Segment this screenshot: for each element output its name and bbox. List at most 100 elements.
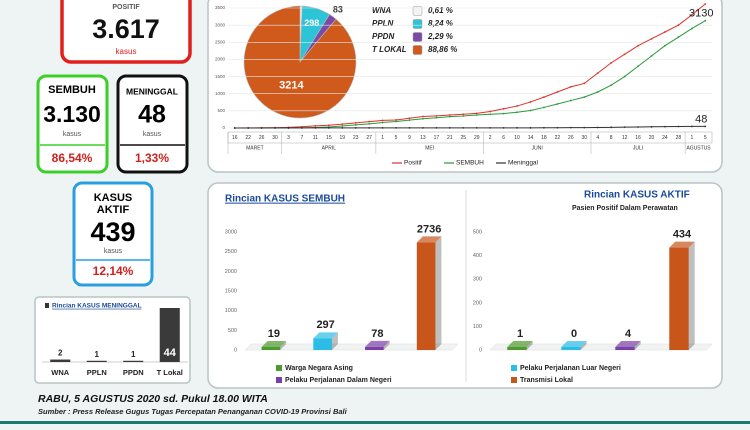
point [610,84,613,87]
y-tick-label: 2500 [215,39,226,44]
legend-swatch [412,19,423,29]
x-tick-label: 5 [395,135,398,141]
point [448,126,451,129]
point [489,126,492,129]
point [327,124,330,127]
point [354,121,357,124]
legend-label: Transmisi Lokal [520,377,573,384]
bar-top [561,341,587,347]
end-label: 3130 [689,8,713,20]
point [408,117,411,120]
y-tick-label: 1500 [215,74,226,79]
bar-front [365,346,384,350]
unit: kasus [143,131,162,138]
bar [669,241,695,350]
bar-side [688,241,695,350]
x-tick-label: 7 [301,135,304,141]
point [381,119,384,122]
legend-swatch [412,45,423,55]
x-tick-label: 9 [408,135,411,141]
source: Sumber : Press Release Gugus Tugas Perce… [38,407,348,416]
point [462,113,465,116]
footer-rule [0,421,750,424]
bar-front [669,247,689,350]
value-label: 1 [517,328,523,340]
point [610,126,613,129]
value-label: 19 [268,328,280,340]
month-label: APRIL [322,145,337,151]
percent: 1,33% [135,151,169,165]
point [623,75,626,78]
bar [86,360,107,362]
point [569,85,572,88]
bar-side [280,341,287,350]
x-tick-label: 21 [447,135,453,141]
point [408,126,411,129]
point [435,126,438,129]
y-tick-label: 2000 [215,57,226,62]
point [381,126,384,129]
point [368,122,371,125]
y-tick-label: 1000 [215,91,226,96]
point [704,19,707,22]
point [529,101,532,103]
point [704,3,707,5]
label: POSITIF [112,4,140,11]
x-tick-label: 26 [568,135,574,141]
x-tick-label: 24 [662,135,668,141]
point [596,72,599,75]
x-tick-label: 22 [555,135,561,141]
point [583,126,586,129]
point [664,125,666,128]
point [516,111,518,114]
legend-swatch [412,6,423,16]
point [690,27,693,30]
x-tick-label: 27 [366,135,372,141]
x-tick-label: T Lokal [157,368,183,377]
value-label: 4 [625,328,632,340]
y-tick-label: 2500 [225,249,237,255]
label: SEMBUH [48,84,96,96]
point [543,96,545,99]
date: RABU, 5 AGUSTUS 2020 sd. Pukul 18.00 WIT… [38,393,268,405]
bar [416,236,442,350]
value: 3.130 [43,101,101,127]
bar-side [331,332,338,350]
point [489,113,492,116]
y-tick-label: 400 [473,253,482,259]
point [610,61,613,64]
x-tick-label: 23 [353,135,359,141]
y-tick-label: 2000 [225,269,237,275]
point [502,126,505,129]
value-label: 297 [316,319,334,331]
end-label: 48 [695,113,707,125]
legend-percent: 0,61 % [428,6,453,15]
x-tick-label: 20 [649,135,655,141]
y-tick-label: 3000 [215,22,226,27]
legend-swatch [276,377,282,383]
bar-top [261,341,287,347]
point [233,127,236,129]
unit: kasus [104,248,123,255]
month-label: AGUSTUS [686,145,711,151]
bar-top [313,332,338,339]
point [516,126,518,129]
bar-side [634,341,641,350]
legend-swatch [276,365,282,371]
legend-label: Pelaku Perjalanan Dalam Negeri [285,377,392,384]
point [637,126,639,128]
bar-front [561,347,581,350]
x-tick-label: 25 [460,135,466,141]
bar [261,341,287,350]
legend-label: Meninggal [508,160,539,167]
point [516,105,518,107]
pie-slice [243,5,357,119]
chart-title: Rincian KASUS MENINGGAL [52,303,142,310]
point [664,31,666,33]
bar-top [507,341,533,347]
x-tick-label: 30 [581,135,587,141]
x-tick-label: 29 [474,135,480,141]
value-label: 434 [673,228,692,240]
legend-swatch [511,365,517,371]
point [664,44,666,47]
